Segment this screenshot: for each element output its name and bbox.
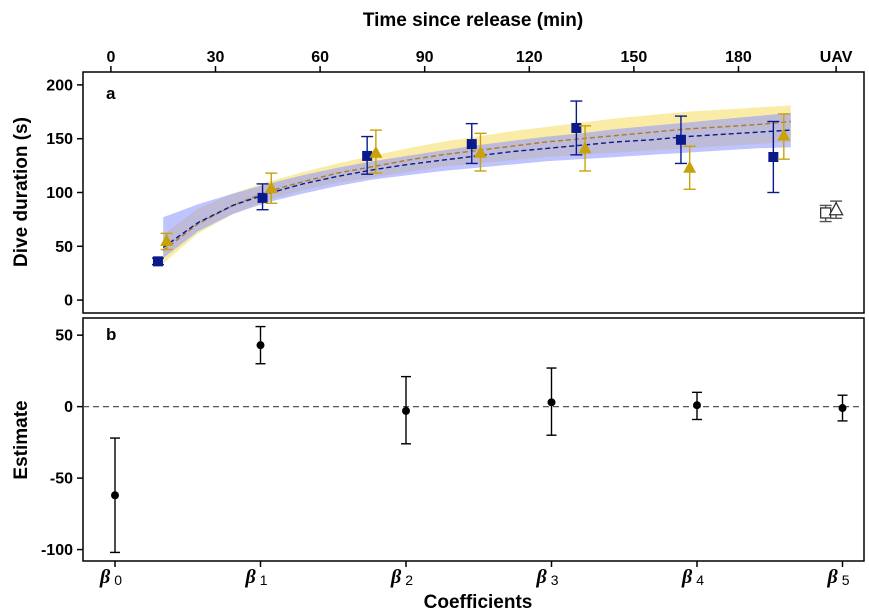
estimate-point [256, 341, 265, 350]
coefficient-subscript: 2 [405, 572, 413, 588]
data-point-triangle [160, 233, 174, 246]
data-point-triangle [578, 141, 592, 154]
y-tick-label: -100 [41, 542, 73, 559]
y-tick-label: 100 [46, 185, 73, 202]
data-point-triangle [777, 128, 791, 141]
estimate-point [838, 404, 847, 413]
fit-bands [163, 105, 791, 264]
y-tick-label: 0 [64, 293, 73, 310]
coefficient-subscript: 3 [551, 572, 559, 588]
data-point-square [675, 134, 686, 145]
y-tick-label: 200 [46, 77, 73, 94]
estimate-point [693, 401, 701, 410]
panel-a-y-axis-title: Dive duration (s) [11, 117, 32, 267]
y-tick-label: 50 [55, 239, 73, 256]
y-tick-label: 50 [55, 328, 73, 345]
uav-point-square [819, 207, 832, 219]
top-x-tick-label: 60 [311, 49, 329, 66]
panel-b-y-axis: 50 0 -50 -100 [41, 328, 83, 559]
panel-a: a [82, 71, 865, 314]
estimate-point [402, 406, 410, 415]
data-point-triangle [369, 145, 383, 158]
y-tick-label: 0 [64, 399, 73, 416]
estimate-point [547, 398, 556, 407]
top-x-tick-label: 0 [106, 49, 115, 66]
uav-point-triangle [828, 201, 844, 216]
panel-a-label: a [106, 84, 116, 103]
data-point-triangle [264, 181, 278, 194]
top-x-tick-label: 30 [207, 49, 225, 66]
panel-b-frame [82, 317, 865, 562]
coefficient-estimates [110, 325, 848, 554]
data-point-square [257, 192, 268, 203]
data-point-square [768, 151, 779, 162]
panel-a-y-axis: 0 50 100 150 200 [46, 77, 83, 310]
y-tick-label: 150 [46, 131, 73, 148]
data-point-square [466, 139, 477, 150]
confidence-band [163, 112, 791, 259]
data-points [151, 100, 844, 267]
top-x-tick-label: 150 [621, 49, 648, 66]
bottom-x-axis-title: Coefficients [424, 592, 533, 613]
data-point-square [152, 256, 163, 267]
data-point-triangle [683, 160, 697, 173]
top-x-axis: 0 30 60 90 120 150 180 UAV [106, 49, 853, 72]
top-x-axis-title: Time since release (min) [363, 10, 583, 31]
top-x-tick-label: UAV [820, 49, 853, 66]
coefficient-subscript: 5 [842, 572, 850, 588]
panel-b-y-axis-title: Estimate [11, 400, 32, 479]
panel-b-label: b [106, 325, 116, 344]
y-tick-label: -50 [50, 471, 73, 488]
top-x-tick-label: 180 [725, 49, 752, 66]
top-x-tick-label: 120 [516, 49, 543, 66]
data-point-triangle [473, 145, 487, 158]
panel-b: b [82, 317, 865, 562]
coefficient-subscript: 4 [696, 572, 704, 588]
data-point-square [362, 150, 373, 161]
top-x-tick-label: 90 [416, 49, 434, 66]
coefficient-subscript: 0 [114, 572, 122, 588]
coefficient-subscript: 1 [260, 572, 268, 588]
data-point-square [571, 122, 582, 133]
estimate-point [111, 491, 119, 500]
